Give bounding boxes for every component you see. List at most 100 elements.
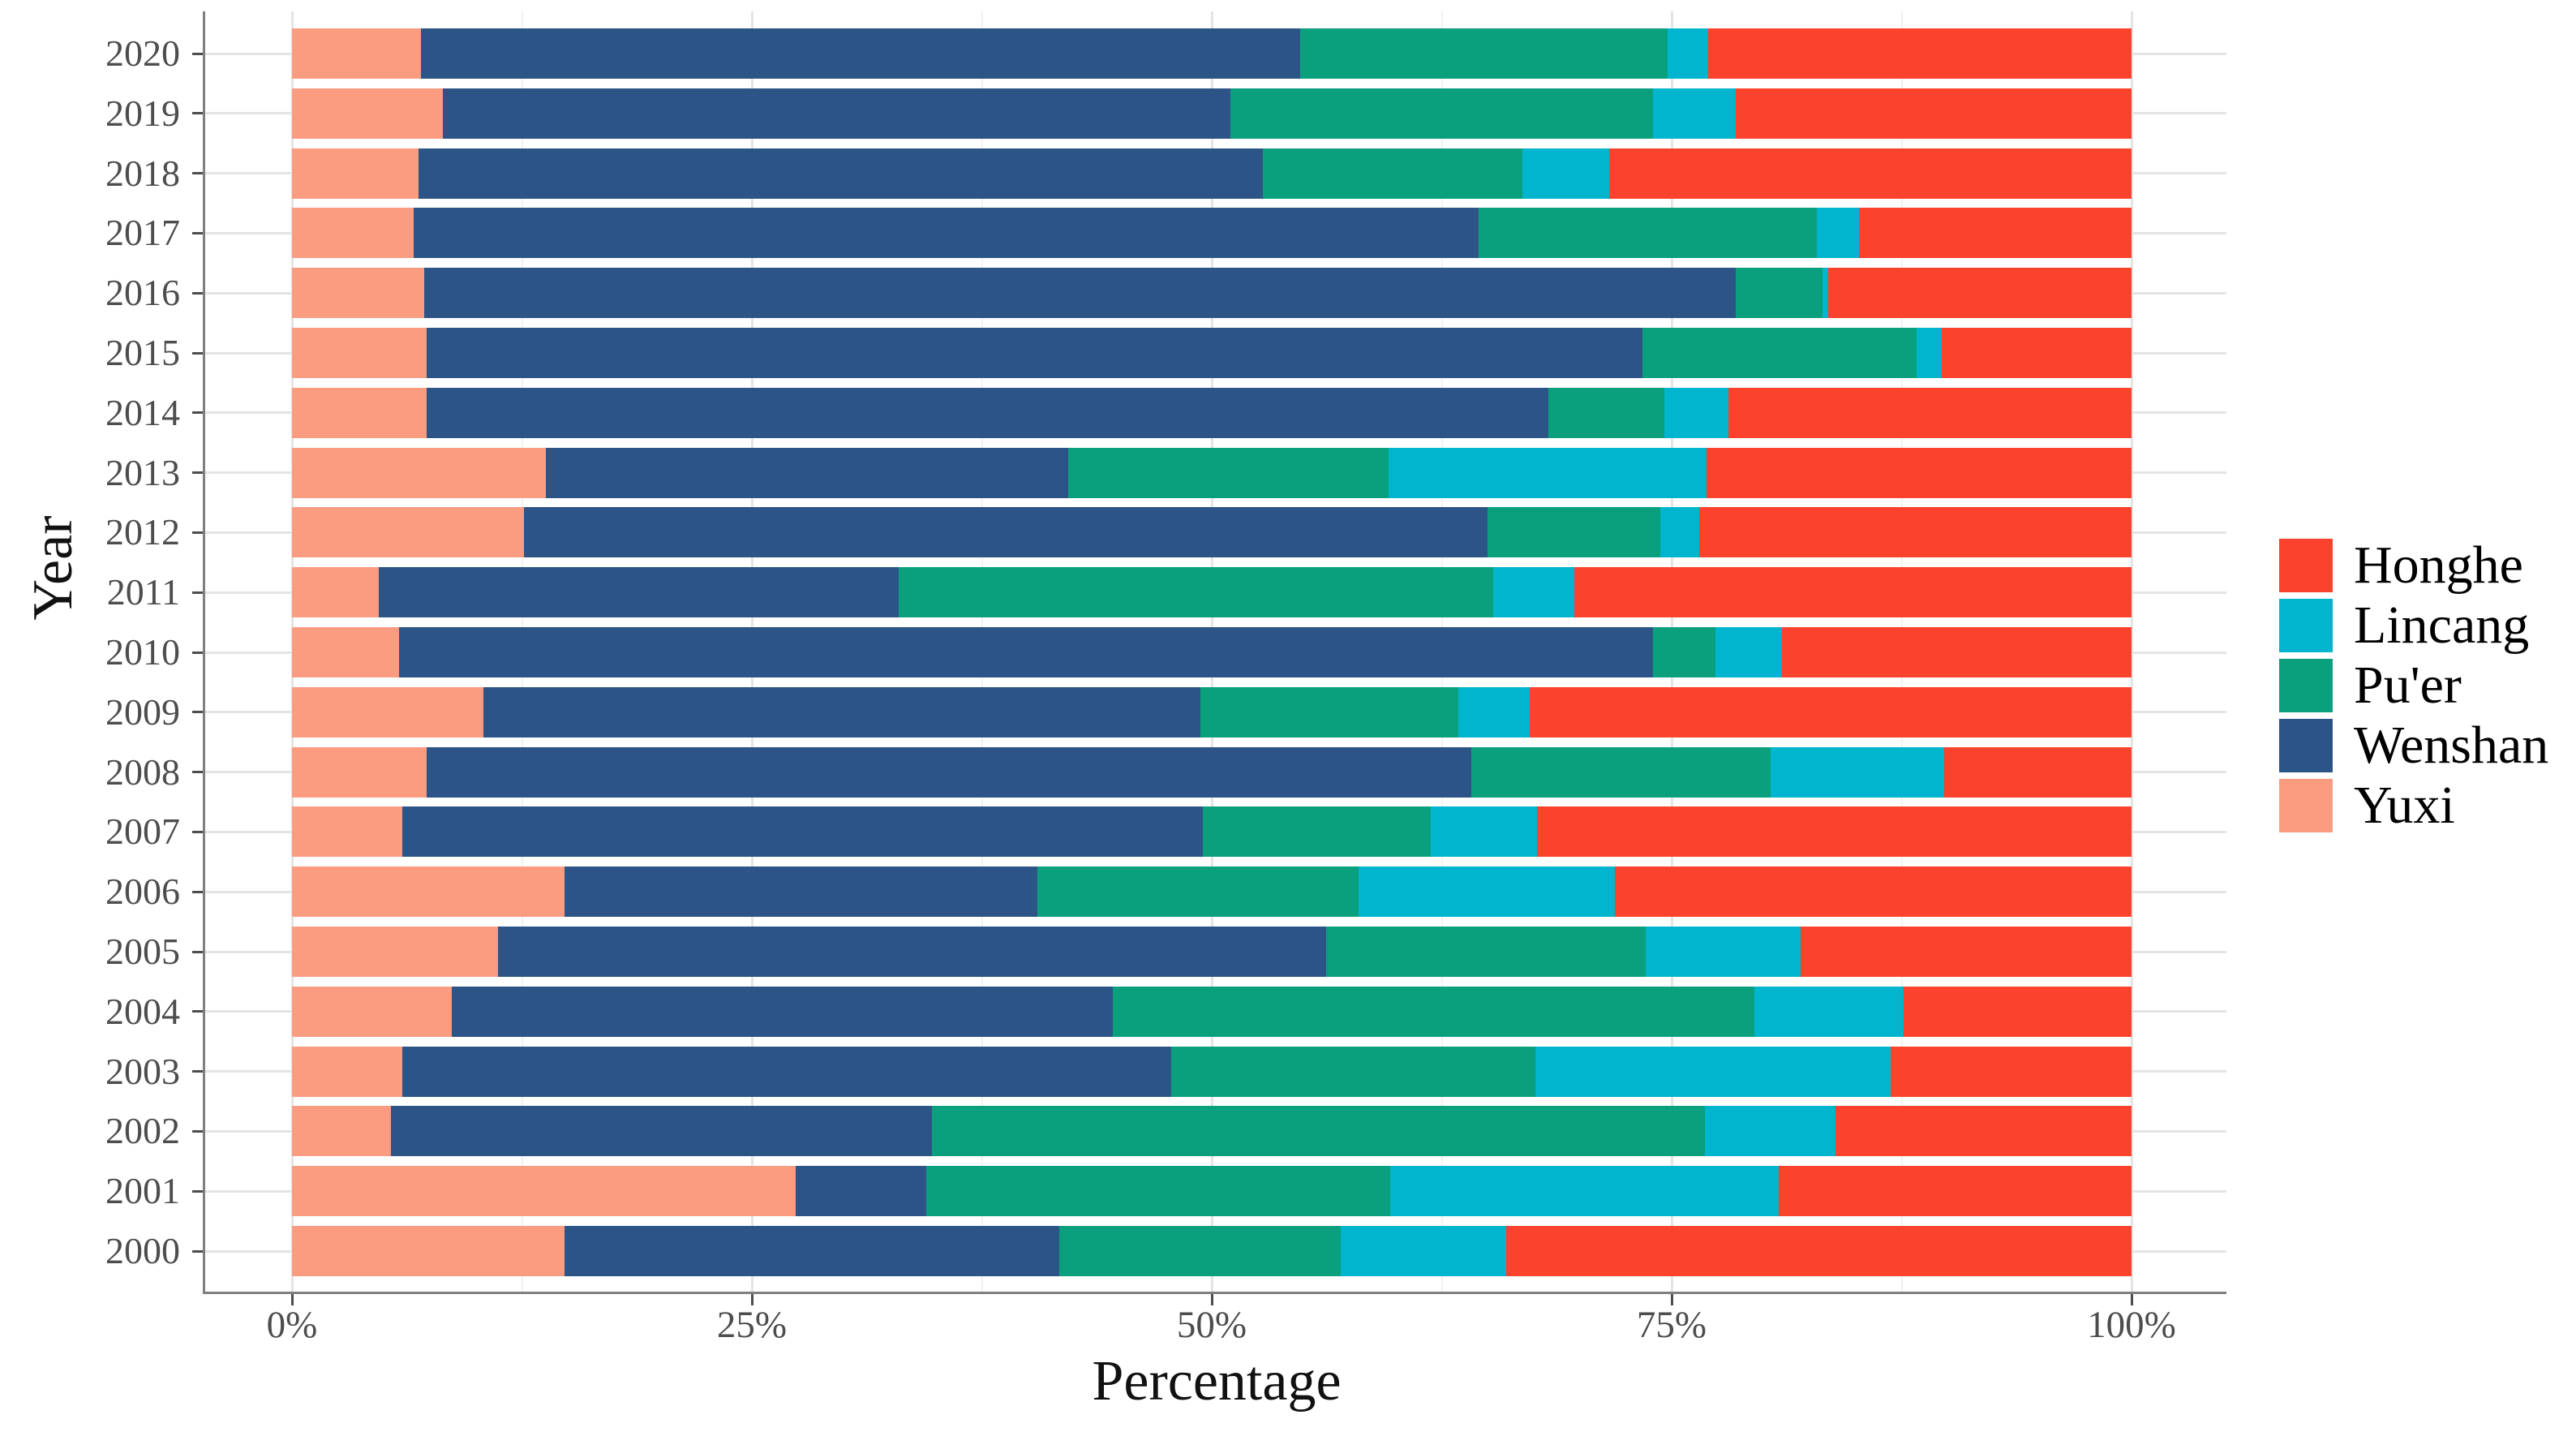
- bar-segment-yuxi-2008: [292, 746, 427, 798]
- y-tick-label-2016: 2016: [105, 272, 180, 314]
- y-tick: [192, 1249, 203, 1253]
- bar-row-2019: [292, 88, 2132, 139]
- bar-row-2015: [292, 328, 2132, 378]
- bar-segment-wenshan-2015: [426, 328, 1642, 378]
- y-tick-label-2003: 2003: [105, 1050, 180, 1092]
- x-tick: [1670, 1294, 1673, 1305]
- bar-segment-puer-2012: [1488, 507, 1661, 558]
- bar-segment-honghe-2010: [1782, 627, 2132, 677]
- bar-segment-lincang-2018: [1522, 148, 1609, 199]
- bar-segment-honghe-2008: [1943, 746, 2132, 798]
- y-tick-label-2014: 2014: [105, 391, 180, 433]
- bar-row-2016: [292, 268, 2132, 319]
- bar-segment-lincang-2004: [1754, 986, 1904, 1037]
- y-tick-label-2015: 2015: [105, 332, 180, 373]
- x-tick-label-75: 75%: [1636, 1304, 1707, 1346]
- bar-segment-yuxi-2016: [292, 268, 425, 319]
- y-tick-label-2019: 2019: [105, 92, 180, 134]
- y-tick: [192, 771, 203, 774]
- y-tick-label-2010: 2010: [105, 631, 180, 673]
- bar-segment-lincang-2009: [1458, 686, 1531, 738]
- x-tick-label-50: 50%: [1176, 1304, 1247, 1346]
- bar-segment-puer-2004: [1112, 986, 1755, 1037]
- bar-segment-yuxi-2005: [292, 927, 499, 977]
- bar-segment-puer-2007: [1202, 806, 1431, 858]
- bar-segment-honghe-2007: [1537, 806, 2132, 858]
- bar-segment-lincang-2010: [1715, 627, 1783, 677]
- bar-segment-puer-2006: [1037, 867, 1359, 918]
- bar-segment-lincang-2019: [1653, 88, 1737, 139]
- bar-row-2008: [292, 746, 2132, 798]
- bar-segment-puer-2013: [1068, 447, 1389, 498]
- bar-segment-wenshan-2017: [413, 208, 1479, 259]
- bar-segment-wenshan-2019: [442, 88, 1230, 139]
- legend-item-lincang: Lincang: [2279, 599, 2548, 652]
- bar-segment-wenshan-2008: [426, 746, 1471, 798]
- x-tick: [290, 1294, 294, 1305]
- bar-segment-lincang-2003: [1535, 1046, 1891, 1097]
- y-tick: [192, 291, 203, 295]
- bar-segment-puer-2017: [1478, 208, 1818, 259]
- bar-segment-wenshan-2014: [426, 387, 1549, 438]
- bar-row-2007: [292, 806, 2132, 858]
- bar-segment-lincang-2011: [1493, 567, 1574, 618]
- bar-segment-wenshan-2013: [545, 447, 1069, 498]
- y-tick: [192, 830, 203, 833]
- bar-row-2002: [292, 1106, 2132, 1157]
- bar-segment-wenshan-2020: [420, 28, 1300, 79]
- y-tick: [192, 711, 203, 714]
- bar-row-2001: [292, 1166, 2132, 1217]
- bar-segment-puer-2001: [926, 1166, 1390, 1217]
- y-tick: [192, 172, 203, 175]
- bar-segment-honghe-2000: [1505, 1226, 2132, 1276]
- y-tick-label-2004: 2004: [105, 990, 180, 1032]
- bar-segment-wenshan-2009: [483, 686, 1201, 738]
- bar-segment-lincang-2016: [1822, 268, 1828, 319]
- bar-segment-wenshan-2002: [391, 1106, 933, 1157]
- y-tick: [192, 351, 203, 355]
- y-tick-label-2005: 2005: [105, 931, 180, 972]
- y-tick-label-2006: 2006: [105, 871, 180, 913]
- y-tick-label-2008: 2008: [105, 750, 180, 793]
- legend-label-lincang: Lincang: [2354, 596, 2530, 655]
- bar-segment-honghe-2002: [1835, 1106, 2132, 1157]
- y-tick-label-2012: 2012: [105, 511, 180, 553]
- y-tick-label-2002: 2002: [105, 1110, 180, 1152]
- y-tick: [192, 411, 203, 415]
- bar-segment-puer-2018: [1263, 148, 1523, 199]
- y-tick: [192, 890, 203, 893]
- bar-segment-yuxi-2002: [292, 1106, 392, 1157]
- bar-segment-yuxi-2015: [292, 328, 427, 378]
- bar-segment-yuxi-2012: [292, 507, 524, 558]
- bar-segment-puer-2019: [1230, 88, 1654, 139]
- y-tick-label-2011: 2011: [106, 571, 180, 613]
- bar-segment-yuxi-2004: [292, 986, 453, 1037]
- bar-row-2011: [292, 567, 2132, 618]
- y-tick: [192, 1010, 203, 1013]
- bar-segment-wenshan-2011: [378, 567, 899, 618]
- bar-segment-puer-2010: [1653, 627, 1716, 677]
- y-tick-label-2001: 2001: [105, 1170, 180, 1212]
- bar-segment-yuxi-2009: [292, 686, 483, 738]
- bar-row-2017: [292, 208, 2132, 259]
- bar-segment-yuxi-2010: [292, 627, 399, 677]
- bar-segment-honghe-2014: [1728, 387, 2132, 438]
- y-tick: [192, 651, 203, 654]
- legend-swatch-lincang: [2279, 599, 2333, 652]
- y-tick-label-2013: 2013: [105, 451, 180, 493]
- x-tick: [1210, 1294, 1213, 1305]
- bar-segment-honghe-2001: [1778, 1166, 2132, 1217]
- x-tick-label-100: 100%: [2087, 1304, 2176, 1346]
- x-axis-line: [203, 1292, 2226, 1294]
- bar-segment-honghe-2004: [1903, 986, 2132, 1037]
- y-tick: [192, 591, 203, 594]
- bar-segment-yuxi-2020: [292, 28, 421, 79]
- bar-segment-honghe-2013: [1707, 447, 2132, 498]
- bar-segment-wenshan-2005: [498, 927, 1326, 977]
- bar-segment-puer-2008: [1470, 746, 1771, 798]
- x-tick: [2130, 1294, 2133, 1305]
- legend-swatch-wenshan: [2279, 719, 2333, 772]
- y-tick-label-2018: 2018: [105, 152, 180, 194]
- bar-row-2020: [292, 28, 2132, 79]
- bar-segment-honghe-2009: [1530, 686, 2132, 738]
